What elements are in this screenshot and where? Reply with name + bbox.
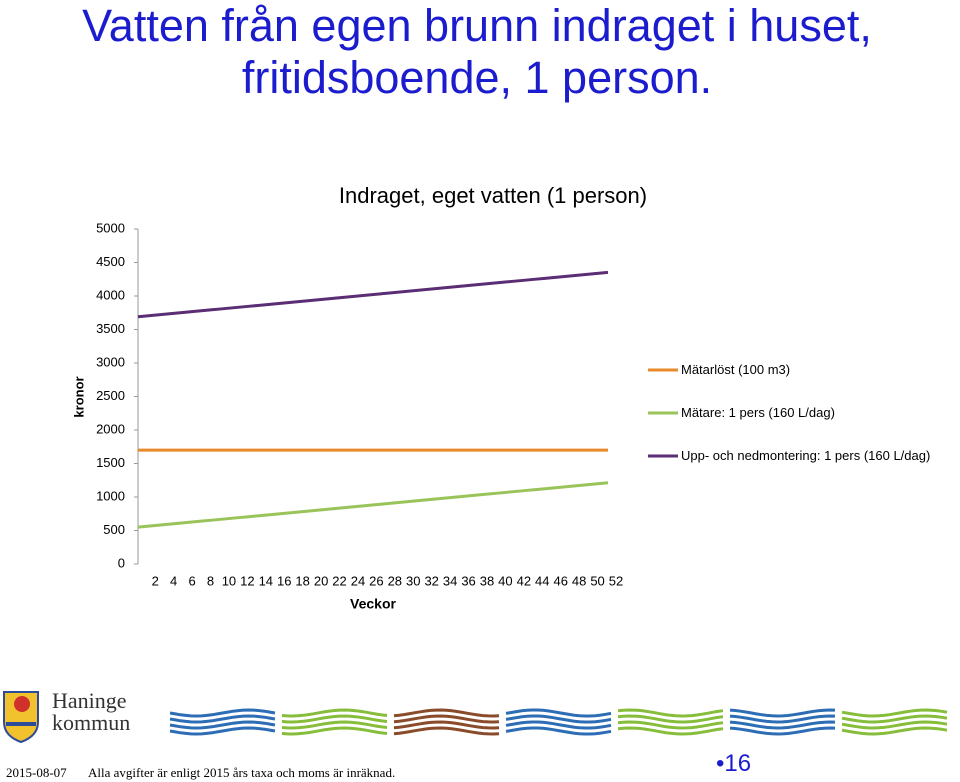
- x-tick-label: 6: [188, 573, 195, 588]
- x-tick-label: 30: [406, 573, 420, 588]
- legend-label: Mätarlöst (100 m3): [681, 362, 791, 377]
- stripe: [841, 726, 948, 736]
- stripe: [729, 720, 836, 730]
- x-tick-label: 4: [170, 573, 177, 588]
- stripe: [169, 714, 276, 724]
- stripe: [393, 720, 500, 730]
- stripe: [281, 726, 388, 736]
- stripe: [841, 708, 948, 718]
- x-tick-label: 38: [480, 573, 494, 588]
- stripe: [169, 720, 276, 730]
- stripe: [393, 714, 500, 724]
- decor-stripes: [169, 708, 948, 736]
- x-tick-label: 28: [388, 573, 402, 588]
- x-tick-label: 24: [351, 573, 365, 588]
- x-tick-label: 52: [609, 573, 623, 588]
- x-tick-label: 32: [424, 573, 438, 588]
- stripe: [505, 726, 612, 736]
- stripe: [729, 726, 836, 736]
- y-tick-label: 5000: [96, 220, 125, 235]
- x-tick-label: 40: [498, 573, 512, 588]
- y-tick-label: 4000: [96, 287, 125, 302]
- y-tick-label: 2000: [96, 421, 125, 436]
- x-tick-label: 14: [259, 573, 273, 588]
- footer-date: 2015-08-07: [6, 765, 67, 780]
- x-tick-label: 48: [572, 573, 586, 588]
- y-tick-label: 1500: [96, 455, 125, 470]
- stripe: [841, 720, 948, 730]
- stripe: [505, 720, 612, 730]
- x-tick-label: 34: [443, 573, 457, 588]
- x-tick-label: 2: [152, 573, 159, 588]
- page-number: •16: [716, 750, 752, 777]
- slide-title: Vatten från egen brunn indraget i huset,…: [82, 0, 872, 103]
- stripe: [393, 708, 500, 718]
- stripe: [393, 726, 500, 736]
- y-tick-label: 3500: [96, 321, 125, 336]
- x-tick-label: 12: [240, 573, 254, 588]
- stripe: [505, 714, 612, 724]
- footer-note: Alla avgifter är enligt 2015 års taxa oc…: [88, 765, 396, 780]
- stripe: [281, 708, 388, 718]
- x-tick-label: 16: [277, 573, 291, 588]
- x-tick-label: 50: [590, 573, 604, 588]
- stripe: [841, 714, 948, 724]
- x-tick-label: 18: [295, 573, 309, 588]
- x-axis-label: Veckor: [350, 596, 396, 612]
- y-tick-label: 1000: [96, 488, 125, 503]
- stripe: [617, 726, 724, 736]
- y-tick-label: 500: [103, 522, 125, 537]
- logo-mark: [3, 691, 39, 744]
- stripe: [505, 708, 612, 718]
- stripe: [617, 720, 724, 730]
- stripe: [281, 720, 388, 730]
- y-tick-label: 0: [118, 555, 125, 570]
- stripe: [617, 708, 724, 718]
- logo-text: Haninge kommun: [52, 688, 131, 735]
- stripe: [281, 714, 388, 724]
- stripe: [169, 708, 276, 718]
- x-tick-label: 20: [314, 573, 328, 588]
- x-tick-label: 42: [517, 573, 531, 588]
- legend-label: Upp- och nedmontering: 1 pers (160 L/dag…: [681, 448, 931, 463]
- y-tick-label: 2500: [96, 388, 125, 403]
- x-tick-label: 22: [332, 573, 346, 588]
- y-tick-label: 3000: [96, 354, 125, 369]
- chart-title: Indraget, eget vatten (1 person): [339, 183, 647, 208]
- x-tick-label: 44: [535, 573, 549, 588]
- series-line: [137, 481, 609, 529]
- stripe: [617, 714, 724, 724]
- series-line: [137, 270, 609, 319]
- stripe: [169, 726, 276, 736]
- x-tick-label: 10: [222, 573, 236, 588]
- y-tick-label: 4500: [96, 254, 125, 269]
- x-tick-label: 8: [207, 573, 214, 588]
- stripe: [729, 714, 836, 724]
- legend-label: Mätare: 1 pers (160 L/dag): [681, 405, 835, 420]
- y-axis-label: kronor: [71, 376, 86, 417]
- x-tick-label: 46: [553, 573, 567, 588]
- stripe: [729, 708, 836, 718]
- x-tick-label: 26: [369, 573, 383, 588]
- x-tick-label: 36: [461, 573, 475, 588]
